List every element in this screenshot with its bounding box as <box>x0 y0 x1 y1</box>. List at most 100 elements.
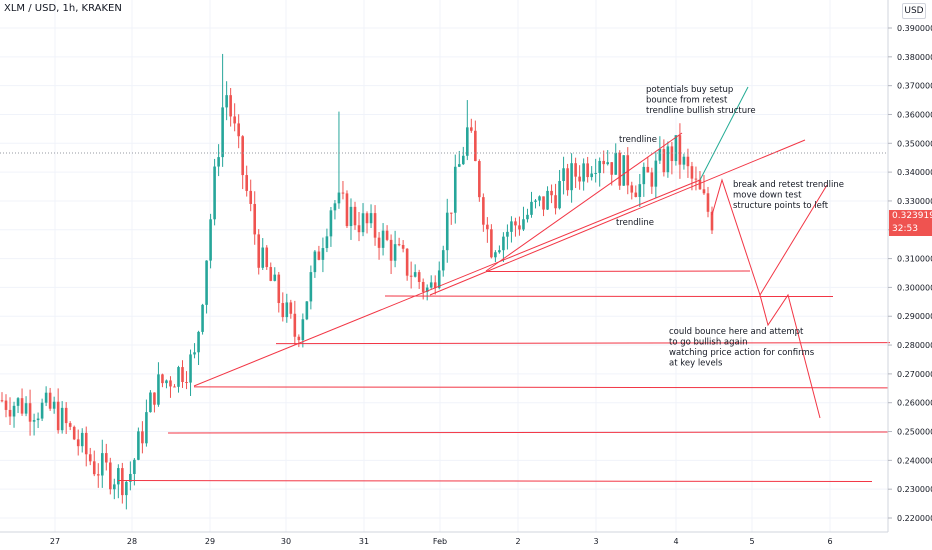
y-tick-label: 0.340000 <box>897 168 932 177</box>
candle-body <box>646 166 650 173</box>
candle-body <box>0 400 4 402</box>
candle-body <box>297 336 301 341</box>
x-axis[interactable]: 27 28 29 30 31 Feb 2 3 4 5 6 <box>0 531 888 546</box>
candle-body <box>245 175 248 191</box>
candle-body <box>197 331 200 353</box>
candle-body <box>72 426 76 440</box>
candle-body <box>137 431 140 460</box>
candle-body <box>682 156 686 165</box>
candle-body <box>433 282 437 288</box>
candle-body <box>88 454 92 462</box>
x-tick-label: 6 <box>827 537 832 546</box>
candle-body <box>478 161 481 198</box>
candle-body <box>265 247 269 268</box>
candle-body <box>321 248 325 260</box>
candle-body <box>502 236 505 251</box>
candle-body <box>594 172 597 174</box>
x-tick-label: 27 <box>50 537 60 546</box>
candle-body <box>221 107 224 158</box>
projection-path <box>759 293 821 419</box>
candle-body <box>534 200 537 202</box>
candle-body <box>205 260 208 305</box>
candle-body <box>598 160 601 173</box>
drawings[interactable] <box>0 86 891 483</box>
candle-body <box>413 272 417 277</box>
candle-body <box>149 392 152 413</box>
y-tick-label: 0.310000 <box>897 255 932 264</box>
x-tick-label: Feb <box>433 537 447 546</box>
candle-body <box>538 196 541 201</box>
candles <box>0 53 714 510</box>
candle-body <box>92 461 96 475</box>
x-tick-label: 2 <box>515 537 520 546</box>
support-line <box>384 295 834 298</box>
y-tick-label: 0.270000 <box>897 370 932 379</box>
candle-body <box>626 155 630 186</box>
candle-body <box>68 423 72 427</box>
y-tick-label: 0.290000 <box>897 312 932 321</box>
candle-body <box>28 403 32 422</box>
candle-body <box>662 149 666 173</box>
candle-body <box>694 178 698 180</box>
candle-body <box>522 219 525 230</box>
candle-body <box>177 367 180 387</box>
support-line <box>485 270 751 273</box>
candle-body <box>389 239 393 261</box>
y-tick-label: 0.240000 <box>897 456 932 465</box>
x-tick-label: 30 <box>281 537 291 546</box>
candle-body <box>305 301 309 320</box>
currency-button[interactable]: USD <box>902 3 926 19</box>
y-tick-label: 0.370000 <box>897 82 932 91</box>
candle-body <box>542 196 545 210</box>
trendline <box>429 139 806 296</box>
candle-body <box>341 192 345 194</box>
candle-body <box>486 224 489 230</box>
candle-body <box>377 237 381 248</box>
x-tick-label: 29 <box>205 537 215 546</box>
candle-body <box>241 136 244 176</box>
y-tick-label: 0.330000 <box>897 197 932 206</box>
candle-body <box>546 190 549 210</box>
candle-body <box>293 313 297 337</box>
candle-body <box>397 244 401 246</box>
candle-body <box>373 213 377 238</box>
candle-body <box>666 146 670 173</box>
candle-body <box>590 173 593 178</box>
y-tick-label: 0.350000 <box>897 139 932 148</box>
candle-body <box>602 160 605 165</box>
candle-body <box>225 95 228 108</box>
candle-body <box>466 127 469 156</box>
candle-body <box>285 302 289 318</box>
candle-body <box>125 481 128 496</box>
candle-body <box>490 229 493 258</box>
candle-body <box>578 176 581 182</box>
candle-body <box>449 212 453 214</box>
candle-body <box>650 172 654 187</box>
candle-body <box>554 195 557 209</box>
candle-body <box>84 432 88 455</box>
candle-body <box>209 219 212 261</box>
candle-body <box>706 193 710 212</box>
candle-body <box>269 267 273 281</box>
support-line <box>117 480 873 483</box>
candle-body <box>4 400 8 410</box>
candle-body <box>165 380 168 384</box>
candle-body <box>173 386 176 388</box>
grid <box>0 0 888 532</box>
candle-body <box>574 163 577 177</box>
candle-body <box>96 474 100 476</box>
candle-body <box>606 162 610 165</box>
candle-body <box>409 275 413 277</box>
y-axis[interactable]: 0.390000 0.380000 0.370000 0.360000 0.350000… <box>887 0 932 532</box>
candle-body <box>36 418 40 421</box>
candle-body <box>353 206 357 226</box>
candle-body <box>441 250 445 271</box>
candle-body <box>281 303 285 318</box>
candle-body <box>642 166 646 185</box>
candle-body <box>614 152 618 175</box>
candle-body <box>710 211 714 231</box>
candle-body <box>273 274 277 281</box>
candle-body <box>530 201 533 215</box>
candle-body <box>357 225 361 233</box>
